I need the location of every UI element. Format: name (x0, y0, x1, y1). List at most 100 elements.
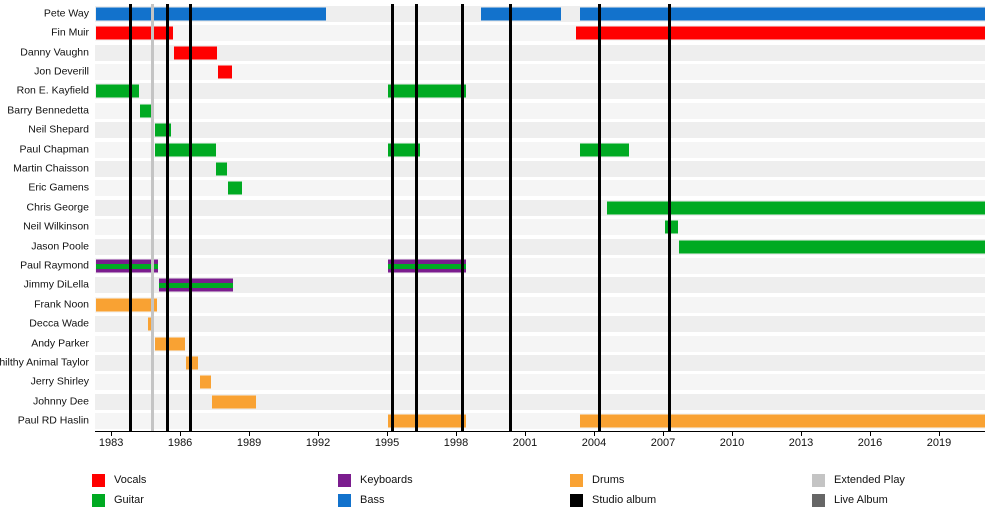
legend-item[interactable]: Guitar (92, 492, 144, 508)
membership-bar[interactable] (96, 26, 174, 40)
axis-tick-label: 2004 (581, 437, 607, 449)
member-name-label: Martin Chaisson (13, 162, 89, 175)
membership-bar[interactable] (388, 143, 421, 157)
membership-bar[interactable] (139, 104, 154, 118)
row-background (95, 102, 985, 119)
studio-album-marker-line[interactable] (391, 4, 395, 431)
membership-bar[interactable] (228, 181, 243, 195)
legend-label: Drums (592, 474, 625, 486)
member-name-axis: Pete Way Fin Muir Danny Vaughn Jon Deverill… (0, 0, 93, 434)
membership-bar[interactable] (212, 395, 256, 409)
member-name-label: Jerry Shirley (30, 375, 89, 388)
membership-bar[interactable] (96, 84, 139, 98)
membership-bar-secondary-role (96, 263, 159, 269)
legend-label: Extended Play (834, 474, 905, 486)
membership-bar[interactable] (96, 259, 159, 273)
row-background (95, 219, 985, 236)
legend-label: Studio album (592, 494, 657, 506)
legend-color-swatch (92, 493, 105, 507)
row-background (95, 63, 985, 80)
axis-tick-label: 2001 (512, 437, 538, 449)
membership-bar[interactable] (218, 65, 232, 79)
membership-bar[interactable] (575, 26, 985, 40)
member-name-label: Frank Noon (34, 298, 89, 311)
studio-album-marker-line[interactable] (508, 4, 512, 431)
member-name-label: Ron E. Kayfield (16, 84, 89, 97)
membership-bar[interactable] (174, 46, 217, 60)
member-name-label: Pete Way (43, 7, 89, 20)
legend-label: Keyboards (360, 474, 413, 486)
legend-item[interactable]: Vocals (92, 472, 146, 488)
studio-album-marker-line[interactable] (461, 4, 465, 431)
member-name-label: Jon Deverill (34, 65, 89, 78)
membership-bar[interactable] (159, 278, 233, 292)
axis-tick-label: 2016 (857, 437, 883, 449)
member-name-label: Decca Wade (29, 317, 89, 330)
membership-bar[interactable] (388, 84, 467, 98)
legend-color-swatch (812, 493, 825, 507)
legend-color-swatch (92, 473, 105, 487)
studio-album-marker-line[interactable] (668, 4, 672, 431)
member-name-label: Johnny Dee (32, 395, 89, 408)
membership-bar[interactable] (388, 414, 467, 428)
legend-label: Live Album (834, 494, 888, 506)
member-name-label: Danny Vaughn (20, 46, 89, 59)
membership-bar[interactable] (580, 414, 985, 428)
row-background (95, 44, 985, 61)
membership-bar[interactable] (580, 7, 985, 21)
legend-color-swatch (338, 493, 351, 507)
studio-album-marker-line[interactable] (415, 4, 419, 431)
membership-bar[interactable] (147, 317, 154, 331)
axis-tick (318, 431, 320, 436)
legend-color-swatch (570, 493, 583, 507)
axis-tick (732, 431, 734, 436)
membership-bar[interactable] (388, 259, 467, 273)
membership-bar[interactable] (154, 143, 216, 157)
membership-bar-secondary-role (159, 282, 233, 288)
legend-item[interactable]: Drums (570, 472, 624, 488)
axis-tick-label: 2019 (926, 437, 952, 449)
membership-bar[interactable] (154, 337, 185, 351)
axis-tick-label: 1992 (305, 437, 331, 449)
studio-album-marker-line[interactable] (598, 4, 602, 431)
axis-tick (801, 431, 803, 436)
membership-bar[interactable] (580, 143, 629, 157)
axis-tick-label: 1989 (236, 437, 262, 449)
axis-line (95, 431, 985, 432)
member-name-label: Eric Gamens (28, 181, 89, 194)
legend-item[interactable]: Bass (338, 492, 384, 508)
membership-bar[interactable] (679, 240, 985, 254)
membership-bar[interactable] (481, 7, 561, 21)
axis-tick-label: 2010 (719, 437, 745, 449)
extended-play-marker-line[interactable] (150, 4, 154, 431)
row-background (95, 393, 985, 410)
axis-tick (525, 431, 527, 436)
row-background (95, 355, 985, 372)
row-background (95, 277, 985, 294)
axis-tick-label: 1986 (167, 437, 193, 449)
studio-album-marker-line[interactable] (129, 4, 133, 431)
membership-bar[interactable] (96, 298, 158, 312)
row-background (95, 374, 985, 391)
membership-bar[interactable] (199, 375, 212, 389)
timeline-plot-area (95, 4, 985, 431)
member-name-label: Neil Shepard (28, 123, 89, 136)
member-name-label: Jason Poole (31, 240, 89, 253)
axis-tick (249, 431, 251, 436)
axis-tick (594, 431, 596, 436)
row-background (95, 316, 985, 333)
legend-item[interactable]: Keyboards (338, 472, 413, 488)
studio-album-marker-line[interactable] (165, 4, 169, 431)
member-name-label: Barry Bennedetta (7, 104, 89, 117)
legend-item[interactable]: Studio album (570, 492, 656, 508)
studio-album-marker-line[interactable] (188, 4, 192, 431)
legend-item[interactable]: Extended Play (812, 472, 905, 488)
membership-bar[interactable] (665, 220, 678, 234)
axis-tick-label: 2007 (650, 437, 676, 449)
membership-bar[interactable] (185, 356, 199, 370)
membership-bar[interactable] (606, 201, 985, 215)
membership-bar[interactable] (215, 162, 228, 176)
legend-item[interactable]: Live Album (812, 492, 888, 508)
axis-tick (180, 431, 182, 436)
axis-tick-label: 2013 (788, 437, 814, 449)
